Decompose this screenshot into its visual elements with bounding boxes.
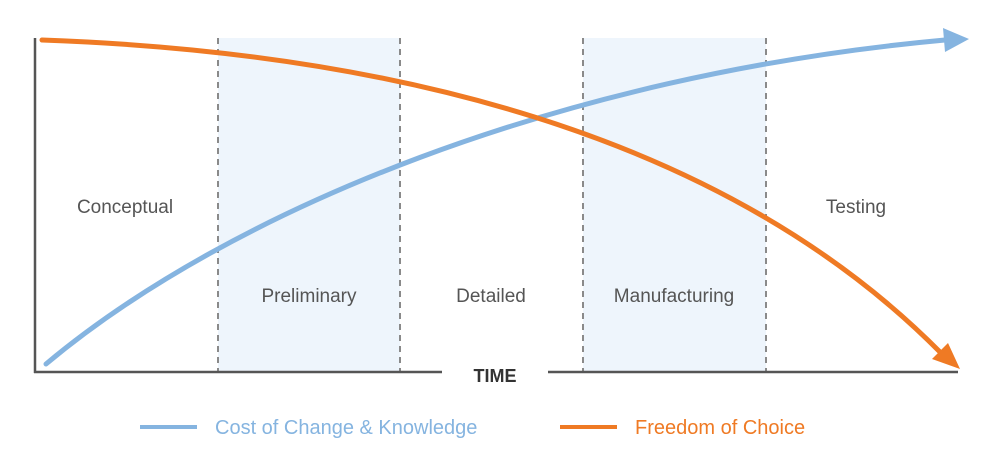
- legend-label-cost: Cost of Change & Knowledge: [215, 417, 477, 439]
- legend-label-freedom: Freedom of Choice: [635, 417, 805, 439]
- legend: Cost of Change & Knowledge Freedom of Ch…: [140, 417, 805, 439]
- x-axis-label: TIME: [474, 366, 517, 386]
- cost-curve-arrowhead: [943, 28, 969, 52]
- freedom-curve: [39, 37, 943, 355]
- phase-label-conceptual: Conceptual: [77, 197, 173, 218]
- phase-dividers: [217, 38, 767, 372]
- phase-label-manufacturing: Manufacturing: [614, 286, 734, 307]
- freedom-curve-arrowhead: [932, 343, 960, 369]
- cost-curve: [43, 37, 948, 367]
- phase-label-testing: Testing: [826, 197, 886, 218]
- phase-label-detailed: Detailed: [456, 286, 526, 307]
- phase-band-manufacturing: [583, 38, 766, 372]
- phase-label-preliminary: Preliminary: [261, 286, 357, 307]
